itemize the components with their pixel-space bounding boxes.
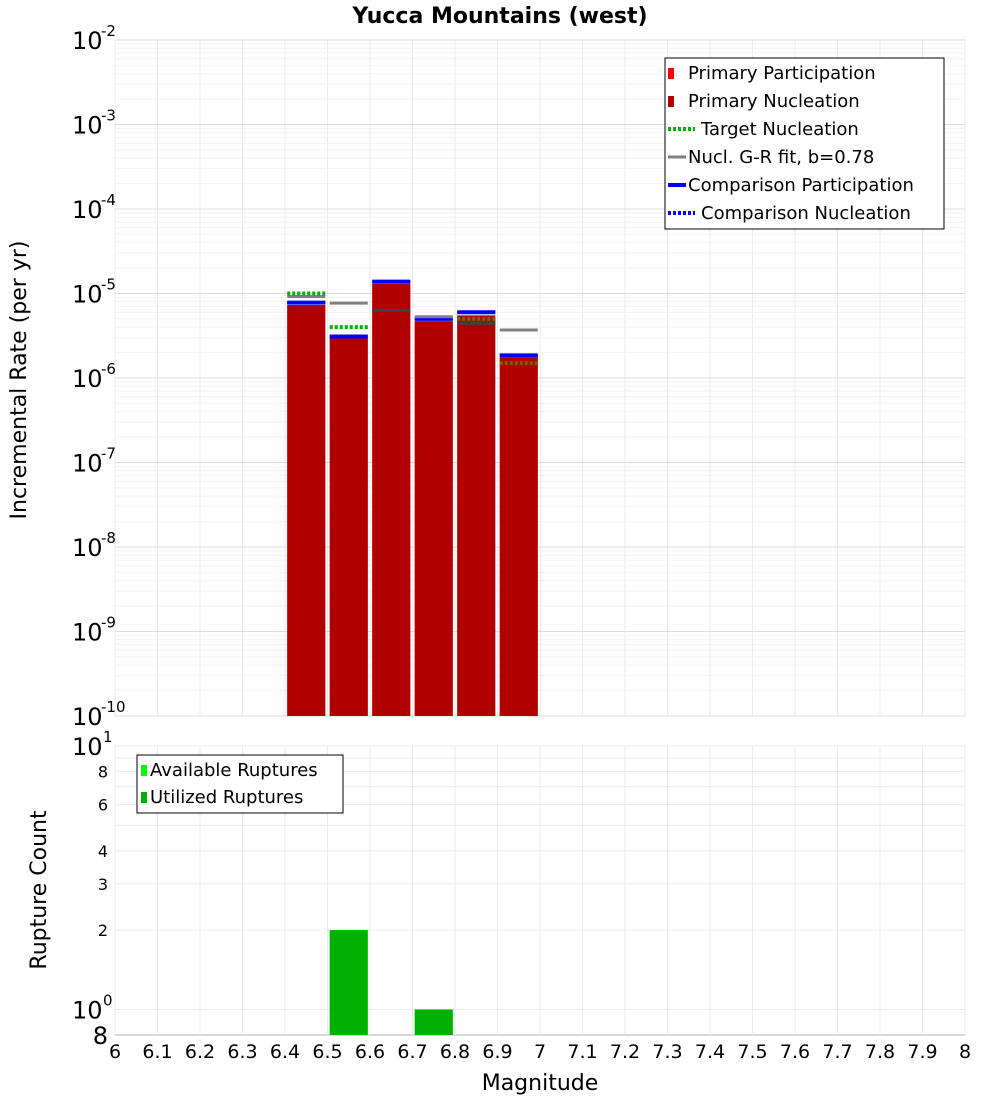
count-y-minor-tick-label: 4 — [98, 842, 108, 861]
x-tick-label: 7.3 — [652, 1041, 682, 1063]
x-tick-label: 7.5 — [737, 1041, 767, 1063]
legend-label: Target Nucleation — [700, 119, 859, 140]
legend-bar-swatch — [668, 68, 674, 79]
count-y-tick-exponent: 0 — [103, 991, 113, 1009]
count-y-minor-tick-label: 6 — [98, 795, 108, 814]
x-tick-label: 7 — [534, 1041, 546, 1063]
nucleation-bar — [499, 357, 538, 716]
x-tick-label: 7.9 — [907, 1041, 937, 1063]
rate-y-tick-label: 10 — [72, 281, 103, 309]
rate-y-tick-exponent: -2 — [101, 22, 116, 40]
rate-y-tick-label: 10 — [72, 196, 103, 224]
count-y-tick-label: 10 — [72, 996, 103, 1024]
count-legend: Available Ruptures Utilized Ruptures — [136, 754, 344, 814]
legend-label: Utilized Ruptures — [150, 787, 303, 808]
count-y-minor-tick-label: 3 — [98, 875, 108, 894]
rate-y-tick-exponent: -3 — [101, 107, 116, 125]
x-tick-label: 7.1 — [567, 1041, 597, 1063]
legend-label: Comparison Nucleation — [701, 203, 911, 224]
rate-y-tick-label: 10 — [72, 534, 103, 562]
nucleation-bar — [329, 337, 368, 716]
legend-bar-swatch — [141, 792, 147, 803]
x-tick-label: 7.4 — [695, 1041, 725, 1063]
count-y-minor-tick-label: 2 — [98, 921, 108, 940]
x-tick-label: 7.8 — [865, 1041, 895, 1063]
legend-bar-swatch — [141, 765, 147, 776]
rate-y-tick-exponent: -6 — [101, 360, 116, 378]
rate-y-tick-exponent: -9 — [101, 614, 116, 632]
x-tick-label: 8 — [959, 1041, 971, 1063]
x-tick-label: 6 — [109, 1041, 121, 1063]
rate-y-tick-label: 10 — [72, 112, 103, 140]
legend-label: Primary Participation — [688, 63, 876, 84]
rate-y-tick-label: 10 — [72, 27, 103, 55]
legend-label: Comparison Participation — [688, 175, 914, 196]
x-tick-label: 6.2 — [185, 1041, 215, 1063]
rate-y-tick-exponent: -7 — [101, 445, 116, 463]
legend-label: Primary Nucleation — [688, 91, 860, 112]
nucleation-bar — [372, 283, 411, 716]
rate-y-tick-exponent: -5 — [101, 276, 116, 294]
rate-y-axis-label: Incremental Rate (per yr) — [7, 241, 32, 520]
nucleation-bar — [287, 305, 326, 716]
count-y-minor-tick-label: 8 — [98, 763, 108, 782]
legend-bar-swatch — [668, 96, 674, 107]
x-tick-label: 7.6 — [780, 1041, 810, 1063]
rate-y-tick-exponent: -4 — [101, 191, 116, 209]
rate-y-tick-label: 10 — [72, 703, 103, 731]
legend-label: Nucl. G-R fit, b=0.78 — [688, 147, 874, 168]
count-y-tick-exponent: 1 — [103, 728, 113, 746]
x-tick-label: 6.7 — [397, 1041, 427, 1063]
count-legend-box — [136, 754, 344, 814]
x-ticks: 6 6.1 6.2 6.3 6.4 6.5 6.6 6.7 6.8 6.9 7 7.1 7.2 7.3 7.… — [109, 1041, 971, 1063]
rate-y-tick-exponent: -10 — [101, 698, 126, 716]
rate-grid — [114, 39, 966, 717]
x-tick-label: 6.3 — [227, 1041, 257, 1063]
x-tick-label: 7.7 — [822, 1041, 852, 1063]
count-y-axis-label: Rupture Count — [27, 810, 52, 970]
x-tick-label: 6.8 — [440, 1041, 470, 1063]
x-tick-label: 6.9 — [482, 1041, 512, 1063]
utilized-ruptures-bar — [329, 930, 368, 1035]
x-axis-label: Magnitude — [482, 1071, 599, 1096]
legend-label: Available Ruptures — [150, 760, 318, 781]
x-tick-label: 6.6 — [355, 1041, 385, 1063]
rate-y-tick-label: 10 — [72, 619, 103, 647]
x-tick-label: 6.5 — [312, 1041, 342, 1063]
nucleation-bar — [414, 321, 453, 716]
chart-title: Yucca Mountains (west) — [351, 4, 647, 29]
x-tick-label: 6.4 — [270, 1041, 300, 1063]
count-bars — [329, 930, 453, 1035]
rate-y-tick-label: 10 — [72, 365, 103, 393]
x-tick-label: 6.1 — [142, 1041, 172, 1063]
nucleation-bar — [457, 315, 496, 716]
rate-legend: Primary Participation Primary Nucleation T… — [664, 57, 945, 230]
rate-y-tick-exponent: -8 — [101, 529, 116, 547]
rate-lines — [287, 279, 538, 366]
count-y-tick-label: 10 — [72, 733, 103, 761]
utilized-ruptures-bar — [414, 1009, 453, 1035]
rate-legend-box — [664, 57, 945, 230]
rate-y-tick-label: 10 — [72, 450, 103, 478]
count-y-minor-tick-label: 8 — [93, 1022, 108, 1050]
rate-bars — [287, 283, 538, 716]
x-tick-label: 7.2 — [610, 1041, 640, 1063]
